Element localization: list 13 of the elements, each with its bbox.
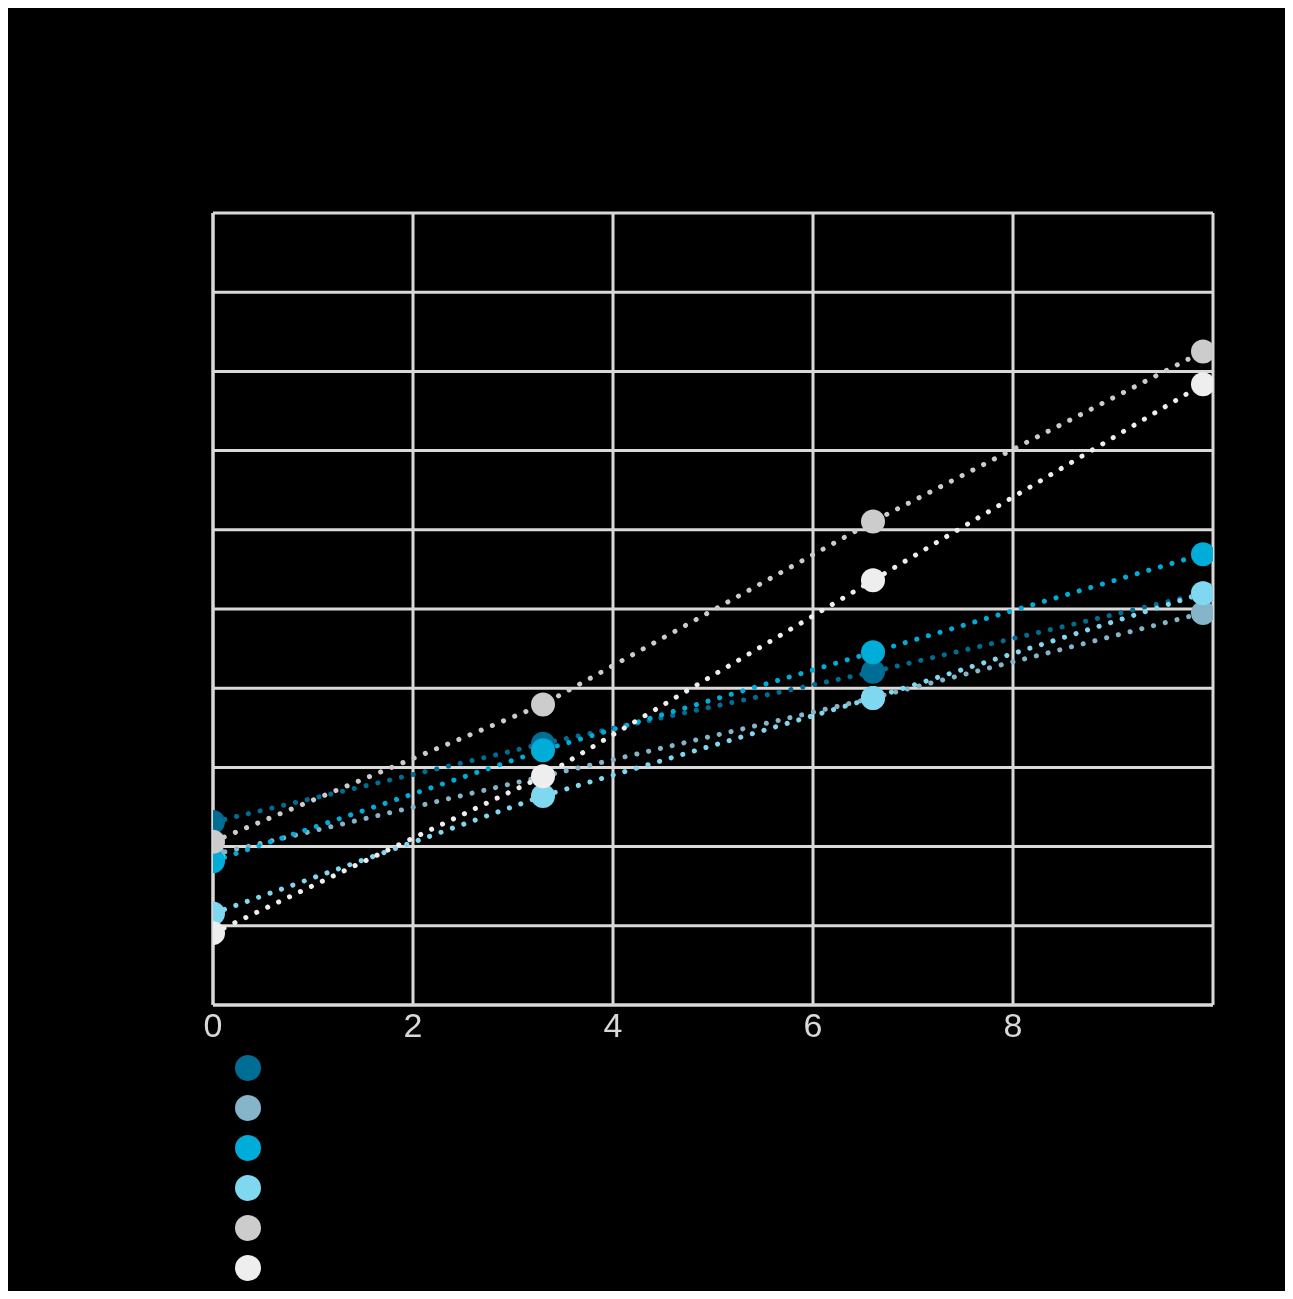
x-tick-label: 2 [403,1006,423,1045]
point [1191,600,1213,625]
point [861,509,885,534]
point [1191,542,1213,567]
point [1191,372,1213,397]
x-tick-label: 4 [603,1006,623,1045]
x-tick-label: 6 [803,1006,823,1045]
point [861,659,885,684]
x-tick-label: 8 [1003,1006,1023,1045]
point [861,568,885,593]
point [861,640,885,665]
x-tick-label: 0 [203,1006,223,1045]
point [1191,339,1213,364]
